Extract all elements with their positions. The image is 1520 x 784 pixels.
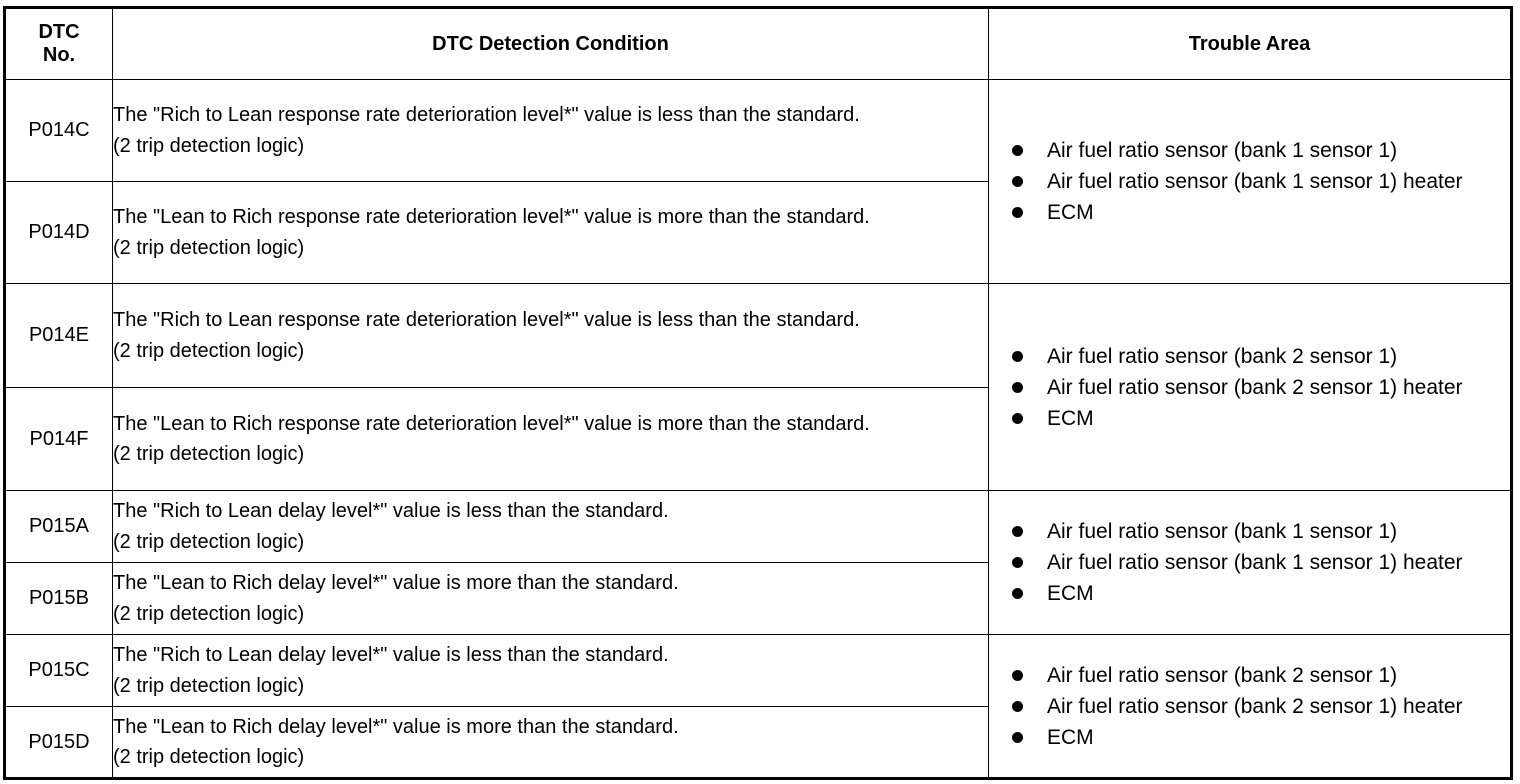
header-trouble-area: Trouble Area	[988, 7, 1512, 80]
dtc-code: P014F	[4, 387, 113, 491]
table-row: P015D The "Lean to Rich delay level*" va…	[4, 706, 1512, 779]
trouble-area: Air fuel ratio sensor (bank 2 sensor 1) …	[988, 283, 1512, 491]
condition-text: The "Rich to Lean response rate deterior…	[113, 104, 860, 126]
table-row: P014C The "Rich to Lean response rate de…	[4, 79, 1512, 284]
trouble-area-list: Air fuel ratio sensor (bank 1 sensor 1) …	[989, 516, 1510, 609]
header-condition: DTC Detection Condition	[112, 7, 989, 80]
header-dtc-no-text: DTC No.	[38, 21, 80, 66]
trouble-area-list: Air fuel ratio sensor (bank 2 sensor 1) …	[989, 660, 1510, 753]
dtc-code: P014E	[4, 283, 113, 388]
condition-text: The "Lean to Rich delay level*" value is…	[113, 572, 679, 594]
condition-text: The "Lean to Rich response rate deterior…	[113, 206, 870, 228]
trouble-area-list: Air fuel ratio sensor (bank 2 sensor 1) …	[989, 341, 1510, 434]
table-row: P015C The "Rich to Lean delay level*" va…	[4, 634, 1512, 779]
table-row: P014F The "Lean to Rich response rate de…	[4, 387, 1512, 491]
detection-condition: The "Lean to Rich response rate deterior…	[112, 387, 989, 491]
list-item: Air fuel ratio sensor (bank 2 sensor 1)	[1011, 660, 1510, 691]
condition-note: (2 trip detection logic)	[113, 602, 305, 625]
detection-condition: The "Rich to Lean delay level*" value is…	[112, 490, 989, 563]
table-row: P014E The "Rich to Lean response rate de…	[4, 283, 1512, 491]
condition-text: The "Lean to Rich response rate deterior…	[113, 412, 870, 435]
list-item: ECM	[1011, 722, 1510, 753]
trouble-area: Air fuel ratio sensor (bank 1 sensor 1) …	[988, 490, 1512, 635]
condition-note: (2 trip detection logic)	[113, 530, 305, 553]
trouble-area-list: Air fuel ratio sensor (bank 1 sensor 1) …	[989, 135, 1510, 228]
bullet-icon	[1012, 350, 1023, 362]
list-item: Air fuel ratio sensor (bank 1 sensor 1)	[1011, 516, 1510, 547]
bullet-icon	[1012, 526, 1023, 537]
dtc-code: P015C	[4, 634, 113, 707]
bullet-icon	[1012, 731, 1023, 743]
condition-text: The "Rich to Lean response rate deterior…	[113, 309, 860, 331]
bullet-icon	[1012, 700, 1023, 712]
bullet-icon	[1012, 669, 1023, 681]
dtc-code: P015B	[4, 562, 113, 635]
condition-text: The "Rich to Lean delay level*" value is…	[113, 500, 669, 522]
condition-note: (2 trip detection logic)	[113, 134, 305, 157]
trouble-area: Air fuel ratio sensor (bank 1 sensor 1) …	[988, 79, 1512, 284]
condition-note: (2 trip detection logic)	[113, 674, 305, 697]
table-row: P015A The "Rich to Lean delay level*" va…	[4, 490, 1512, 635]
list-item: Air fuel ratio sensor (bank 2 sensor 1)	[1011, 341, 1510, 372]
list-item: ECM	[1011, 403, 1510, 434]
detection-condition: The "Lean to Rich delay level*" value is…	[112, 562, 989, 635]
bullet-icon	[1012, 145, 1023, 156]
condition-note: (2 trip detection logic)	[113, 236, 305, 259]
table-row: P015B The "Lean to Rich delay level*" va…	[4, 562, 1512, 635]
header-dtc-no: DTC No.	[4, 7, 113, 80]
condition-text: The "Rich to Lean delay level*" value is…	[113, 644, 669, 666]
condition-text: The "Lean to Rich delay level*" value is…	[113, 715, 679, 738]
condition-note: (2 trip detection logic)	[113, 443, 305, 465]
dtc-table: DTC No. DTC Detection Condition Trouble …	[3, 6, 1513, 780]
dtc-code: P015D	[4, 706, 113, 779]
bullet-icon	[1012, 557, 1023, 568]
list-item: Air fuel ratio sensor (bank 2 sensor 1) …	[1011, 372, 1510, 403]
trouble-area: Air fuel ratio sensor (bank 2 sensor 1) …	[988, 634, 1512, 779]
dtc-code: P014D	[4, 181, 113, 284]
list-item: Air fuel ratio sensor (bank 1 sensor 1) …	[1011, 547, 1510, 578]
dtc-code: P014C	[4, 79, 113, 182]
bullet-icon	[1012, 207, 1023, 218]
detection-condition: The "Rich to Lean response rate deterior…	[112, 283, 989, 388]
condition-note: (2 trip detection logic)	[113, 746, 305, 768]
list-item: ECM	[1011, 578, 1510, 609]
bullet-icon	[1012, 176, 1023, 187]
list-item: Air fuel ratio sensor (bank 1 sensor 1)	[1011, 135, 1510, 166]
table-row: P014D The "Lean to Rich response rate de…	[4, 181, 1512, 284]
list-item: Air fuel ratio sensor (bank 2 sensor 1) …	[1011, 691, 1510, 722]
bullet-icon	[1012, 381, 1023, 393]
list-item: ECM	[1011, 197, 1510, 228]
bullet-icon	[1012, 412, 1023, 424]
detection-condition: The "Lean to Rich response rate deterior…	[112, 181, 989, 284]
detection-condition: The "Lean to Rich delay level*" value is…	[112, 706, 989, 779]
table-header-row: DTC No. DTC Detection Condition Trouble …	[4, 7, 1512, 80]
bullet-icon	[1012, 588, 1023, 599]
dtc-code: P015A	[4, 490, 113, 563]
condition-note: (2 trip detection logic)	[113, 339, 305, 362]
list-item: Air fuel ratio sensor (bank 1 sensor 1) …	[1011, 166, 1510, 197]
detection-condition: The "Rich to Lean response rate deterior…	[112, 79, 989, 182]
detection-condition: The "Rich to Lean delay level*" value is…	[112, 634, 989, 707]
